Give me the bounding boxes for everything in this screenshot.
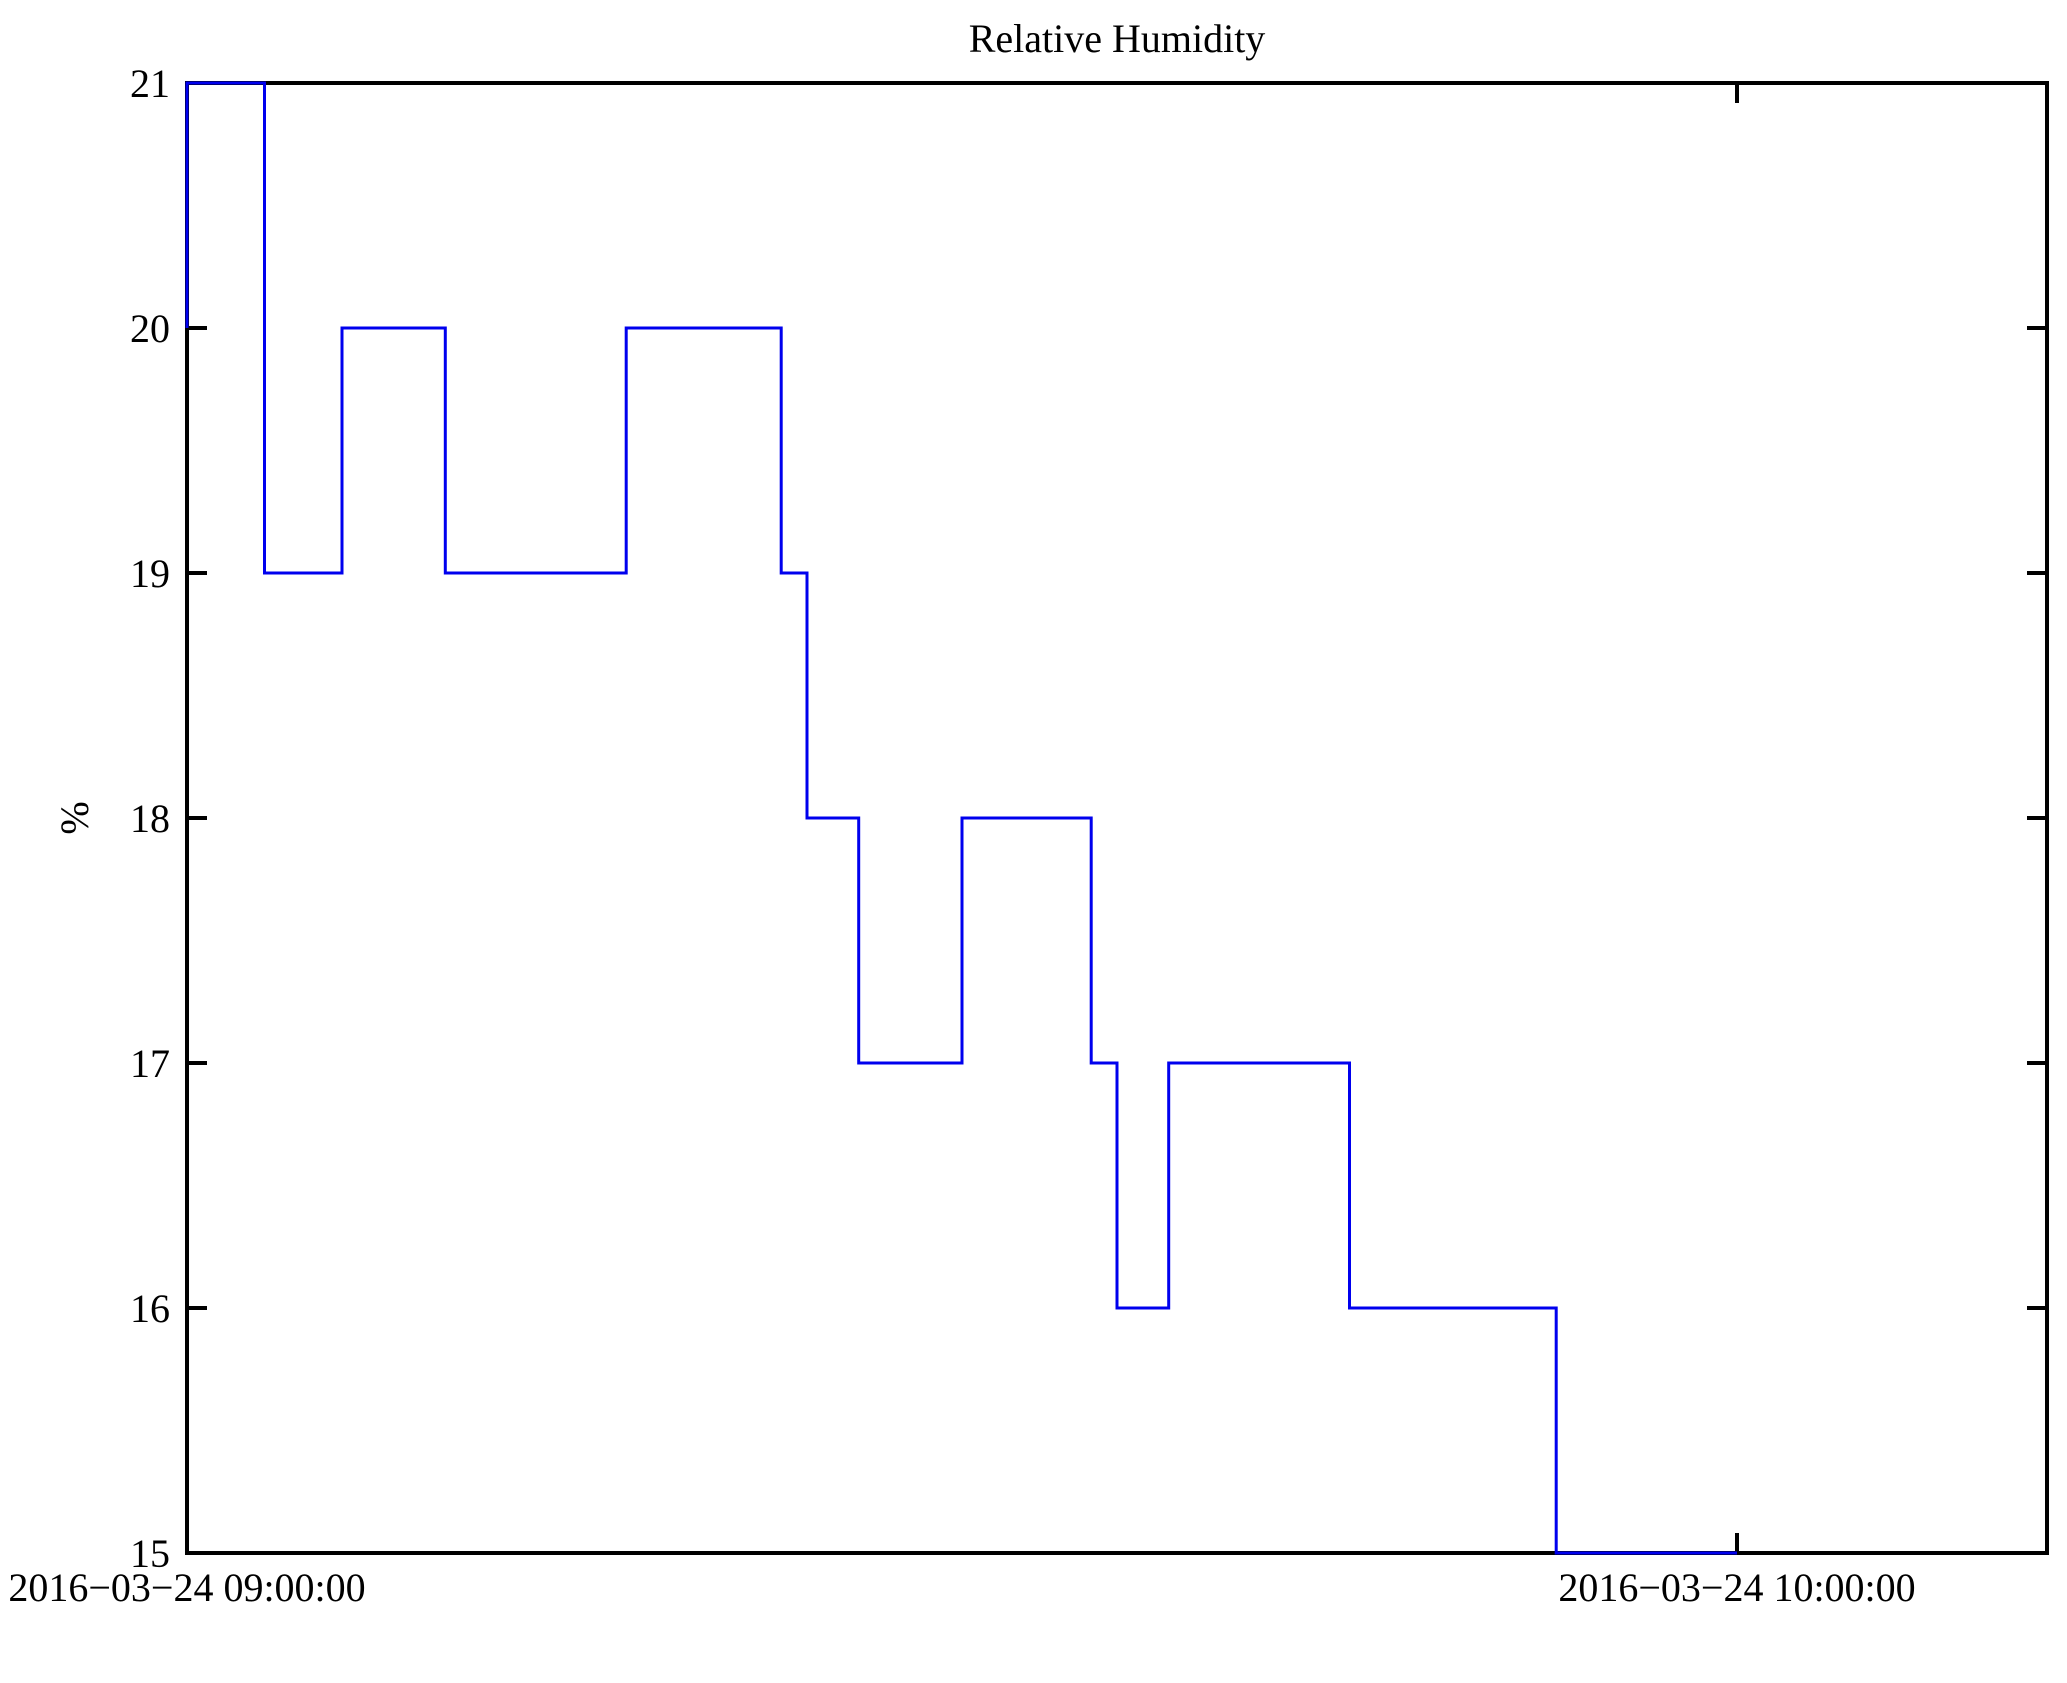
y-axis-label: % xyxy=(52,801,97,834)
x-tick-label-start: 2016−03−24 09:00:00 xyxy=(8,1565,365,1610)
y-tick-marks xyxy=(187,81,2047,1555)
y-tick-label: 15 xyxy=(130,1531,170,1576)
plot-box xyxy=(185,81,2049,1555)
humidity-step-line xyxy=(185,81,1737,1555)
y-tick-label: 17 xyxy=(130,1041,170,1086)
y-tick-label: 21 xyxy=(130,61,170,106)
chart-title: Relative Humidity xyxy=(969,16,1266,61)
y-tick-labels: 15 16 17 18 19 20 21 xyxy=(130,61,170,1576)
y-tick-label: 20 xyxy=(130,306,170,351)
y-tick-label: 19 xyxy=(130,551,170,596)
x-tick-label-end: 2016−03−24 10:00:00 xyxy=(1558,1565,1915,1610)
y-tick-label: 16 xyxy=(130,1286,170,1331)
y-tick-label: 18 xyxy=(130,796,170,841)
